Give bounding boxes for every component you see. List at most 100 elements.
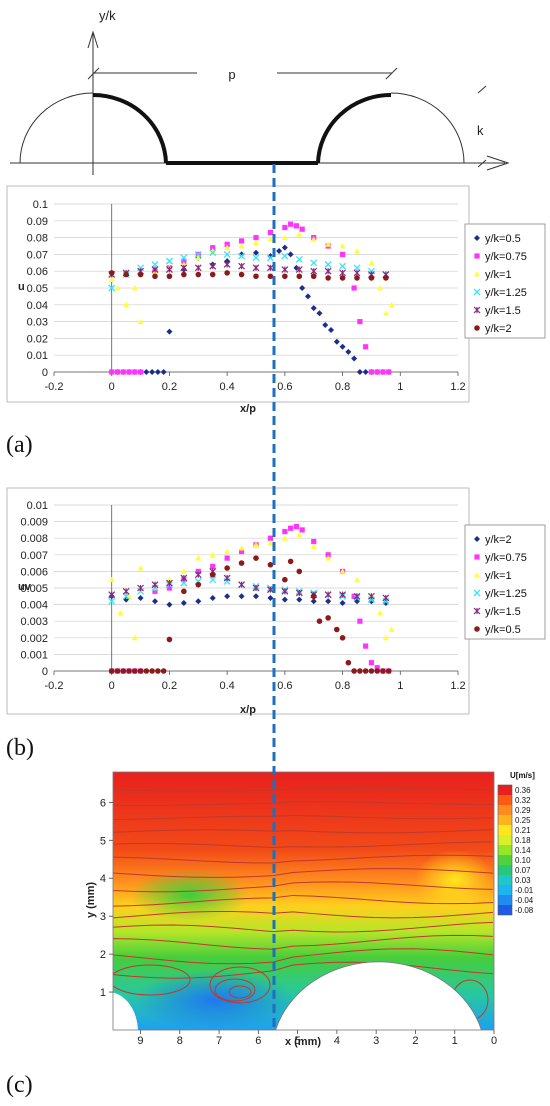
- a-point-1: [333, 338, 340, 345]
- b-x-tick-label: 0.8: [335, 680, 350, 692]
- colorbar-swatch: [498, 895, 512, 905]
- a-point-5: [295, 266, 303, 273]
- b-point-6: [282, 576, 288, 583]
- a-point-3: [238, 243, 245, 249]
- height-tick-top: [477, 85, 487, 94]
- a-point-1: [345, 348, 352, 355]
- a-point-1: [339, 343, 346, 350]
- a-point-6: [310, 273, 317, 280]
- a-y-tick-label: 0.01: [27, 350, 48, 362]
- a-point-2: [288, 221, 294, 227]
- b-point-6: [310, 593, 317, 600]
- streamline: [113, 814, 494, 821]
- contour-blob-green-left: [130, 869, 250, 921]
- a-point-4: [295, 255, 303, 263]
- b-point-2: [299, 527, 305, 533]
- a-point-5: [209, 262, 217, 270]
- a-point-6: [368, 275, 375, 281]
- a-point-4: [165, 257, 173, 265]
- colorbar-tick-label: 0.14: [515, 846, 531, 855]
- left-roughness-thin: [19, 92, 94, 164]
- b-point-6: [108, 668, 115, 674]
- b-point-6: [316, 618, 323, 624]
- b-point-1: [137, 594, 144, 601]
- c-y-tick-label: 6: [100, 797, 106, 809]
- b-point-2: [374, 665, 380, 671]
- c-x-tick-label: 8: [177, 1035, 183, 1047]
- b-legend-marker-2: [474, 554, 480, 560]
- b-x-tick-label: 1.2: [450, 680, 465, 692]
- b-point-6: [120, 668, 127, 674]
- a-point-4: [209, 249, 217, 257]
- a-point-3: [137, 318, 144, 324]
- panel-label-a: (a): [6, 432, 33, 458]
- b-point-5: [295, 589, 303, 597]
- a-point-1: [166, 328, 173, 335]
- a-point-2: [137, 369, 144, 375]
- b-point-3: [253, 541, 259, 548]
- b-point-3: [108, 576, 115, 583]
- b-legend-marker-3: [474, 572, 480, 578]
- b-point-1: [253, 593, 259, 600]
- b-legend-marker-4: [473, 589, 481, 597]
- a-y-tick-label: 0.09: [27, 216, 48, 228]
- a-point-4: [151, 261, 159, 268]
- b-point-5: [368, 592, 375, 600]
- a-point-2: [224, 241, 230, 247]
- streamline: [113, 894, 494, 907]
- b-point-5: [353, 592, 361, 600]
- b-point-3: [382, 634, 389, 641]
- c-y-tick-label: 5: [100, 835, 106, 847]
- a-point-4: [180, 254, 188, 262]
- roughness-left-mask: [113, 992, 138, 1030]
- roughness-right-mask: [275, 961, 482, 1030]
- a-point-2: [126, 369, 132, 375]
- b-point-3: [388, 626, 395, 632]
- chart-b: 0 0.001 0.002 0.003 0.004 0.005 0.006 0.007 0.00…: [6, 487, 546, 716]
- colorbar-tick-label: 0.29: [515, 806, 531, 815]
- b-y-tick-label: 0.005: [20, 583, 48, 595]
- b-point-6: [238, 560, 245, 566]
- a-point-1: [362, 369, 369, 375]
- colorbar-tick-label: 0.03: [515, 876, 531, 885]
- colorbar-tick-label: 0.25: [515, 816, 531, 825]
- colorbar-swatch: [498, 815, 512, 825]
- b-point-5: [151, 581, 159, 589]
- b-point-6: [160, 668, 167, 674]
- contour-blob-yellow-right: [415, 850, 494, 910]
- a-point-3: [296, 231, 303, 237]
- a-legend-marker-2: [474, 253, 480, 259]
- a-legend-label-3: y/k=1: [485, 269, 512, 281]
- a-point-6: [253, 273, 259, 280]
- a-point-4: [238, 252, 246, 260]
- b-point-4: [122, 592, 130, 600]
- c-x-tick-label: 2: [412, 1035, 418, 1047]
- b-point-2: [368, 660, 375, 666]
- b-point-6: [253, 555, 259, 561]
- a-point-6: [152, 273, 158, 280]
- b-point-5: [108, 591, 116, 599]
- b-point-6: [385, 668, 392, 674]
- b-point-6: [325, 615, 331, 621]
- a-point-3: [382, 310, 389, 316]
- a-point-2: [132, 369, 138, 375]
- a-point-4: [108, 284, 116, 292]
- pitch-tick-left: [87, 67, 100, 80]
- a-point-6: [238, 271, 245, 278]
- a-point-1: [328, 327, 335, 333]
- colorbar-tick-label: 0.21: [515, 826, 531, 835]
- b-point-5: [166, 579, 173, 587]
- schematic-x-arrow-icon: [486, 155, 510, 171]
- a-point-5: [252, 264, 260, 272]
- b-point-1: [368, 598, 375, 605]
- streamline-vortex: [228, 985, 252, 999]
- colorbar-swatch: [498, 795, 512, 805]
- b-point-3: [180, 568, 187, 574]
- contour-blob-blue-trough: [135, 970, 295, 1030]
- b-point-3: [238, 545, 245, 551]
- a-point-6: [209, 271, 216, 278]
- a-point-2: [267, 229, 274, 236]
- a-point-2: [109, 369, 115, 375]
- a-point-1: [143, 369, 150, 375]
- streamline: [113, 910, 494, 919]
